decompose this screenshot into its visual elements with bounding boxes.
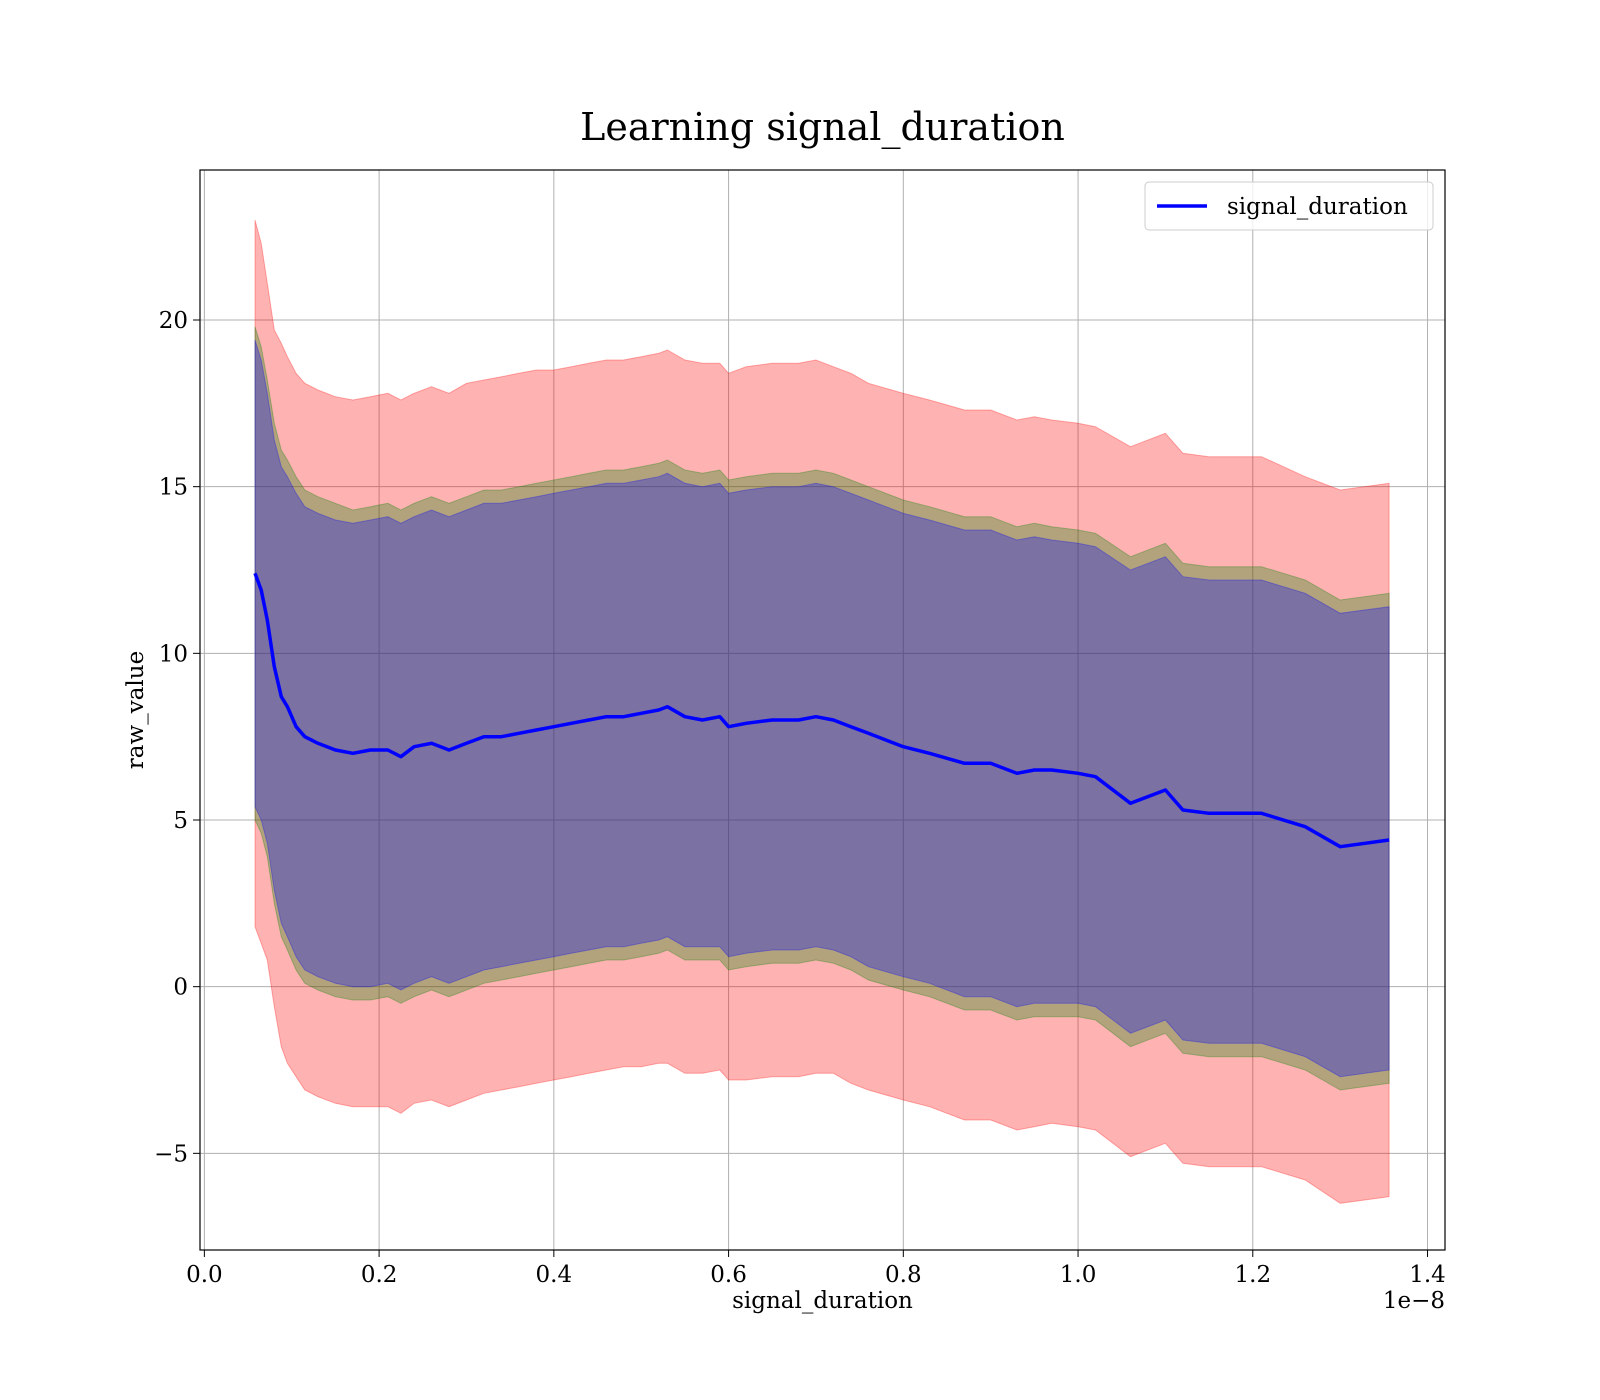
y-tick-label: 10 (159, 641, 188, 667)
plot-frame (199, 169, 1446, 1251)
chart-title: Learning signal_duration (580, 105, 1065, 150)
y-tick-label: 0 (173, 975, 188, 1001)
x-axis-label: signal_duration (732, 1288, 913, 1314)
confidence-bands (254, 219, 1390, 1204)
x-tick-label: 0.4 (536, 1262, 573, 1288)
x-tick-label: 0.8 (885, 1262, 922, 1288)
grid (200, 170, 1445, 1250)
series-line (253, 572, 1390, 849)
x-axis-offset-label: 1e−8 (1383, 1288, 1445, 1314)
legend-box (1144, 181, 1434, 231)
legend: signal_duration (1144, 181, 1434, 231)
y-tick-label: 20 (159, 308, 188, 334)
confidence-band (254, 219, 1390, 1204)
x-tick-label: 1.0 (1060, 1262, 1097, 1288)
y-tick-label: 5 (173, 808, 188, 834)
confidence-band (254, 339, 1390, 1078)
y-tick-label: 15 (159, 475, 188, 501)
x-tick-label: 0.0 (186, 1262, 223, 1288)
x-tick-label: 0.6 (710, 1262, 747, 1288)
x-tick-label: 0.2 (361, 1262, 398, 1288)
series-lines (253, 572, 1390, 849)
x-tick-label: 1.2 (1235, 1262, 1272, 1288)
legend-label: signal_duration (1227, 194, 1408, 220)
axis-ticks: 0.0 0.2 0.4 0.6 0.8 1.0 1.2 1.4 −5 0 5 10 15 20 (154, 308, 1446, 1288)
y-tick-label: −5 (154, 1141, 188, 1167)
confidence-band (254, 326, 1390, 1091)
y-axis-label: raw_value (123, 651, 149, 769)
x-tick-label: 1.4 (1409, 1262, 1446, 1288)
